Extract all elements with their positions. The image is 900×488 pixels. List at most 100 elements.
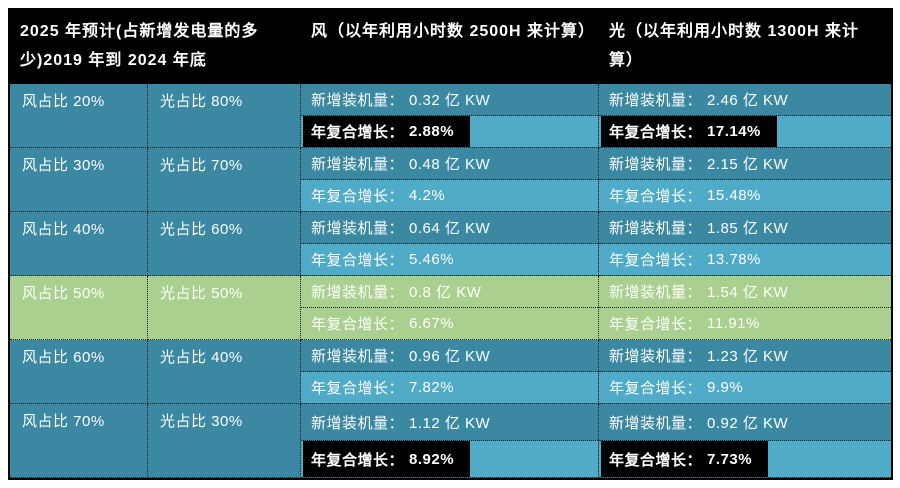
forecast-table: 2025 年预计(占新增发电量的多少)2019 年到 2024 年底 风（以年利…	[8, 8, 893, 480]
cagr-label: 年复合增长：	[609, 188, 703, 205]
cagr-label: 年复合增长：	[609, 124, 703, 141]
solar-capacity-row: 新增装机量： 1.85 亿 KW	[599, 212, 891, 244]
cagr-label: 年复合增长：	[311, 380, 405, 397]
capacity-label: 新增装机量：	[311, 284, 405, 301]
cagr-label: 年复合增长：	[609, 380, 703, 397]
wind-capacity-row: 新增装机量： 1.12 亿 KW	[301, 404, 598, 441]
solar-cagr-value: 15.48%	[707, 187, 761, 204]
wind-cagr-row: 年复合增长： 8.92%	[301, 441, 598, 477]
wind-share-cell: 风占比 70%	[10, 404, 148, 478]
wind-share-cell: 风占比 60%	[10, 340, 148, 404]
wind-cagr-value: 2.88%	[409, 123, 455, 140]
wind-cagr-row: 年复合增长： 4.2%	[301, 180, 598, 211]
solar-cagr-row: 年复合增长： 13.78%	[599, 244, 891, 275]
capacity-label: 新增装机量：	[311, 156, 405, 173]
solar-cagr-value: 11.91%	[707, 315, 760, 332]
cagr-label: 年复合增长：	[311, 316, 405, 333]
capacity-label: 新增装机量：	[311, 220, 405, 237]
solar-capacity-value: 1.85 亿 KW	[707, 220, 789, 237]
capacity-label: 新增装机量：	[609, 348, 703, 365]
header-scenario: 2025 年预计(占新增发电量的多少)2019 年到 2024 年底	[10, 10, 301, 84]
solar-capacity-value: 2.46 亿 KW	[707, 92, 789, 109]
wind-cagr-value: 4.2%	[409, 187, 446, 204]
wind-data-cell: 新增装机量： 0.48 亿 KW 年复合增长： 4.2%	[301, 148, 599, 212]
capacity-label: 新增装机量：	[311, 92, 405, 109]
cagr-label: 年复合增长：	[311, 451, 405, 469]
cagr-label: 年复合增长：	[311, 188, 405, 205]
solar-capacity-row: 新增装机量： 2.15 亿 KW	[599, 148, 891, 180]
wind-data-cell: 新增装机量： 0.32 亿 KW 年复合增长： 2.88%	[301, 84, 599, 148]
capacity-label: 新增装机量：	[609, 220, 703, 237]
wind-capacity-value: 0.8 亿 KW	[409, 284, 482, 301]
solar-data-cell: 新增装机量： 2.46 亿 KW 年复合增长： 17.14%	[599, 84, 891, 148]
solar-share-cell: 光占比 70%	[148, 148, 301, 212]
wind-cagr-value: 6.67%	[409, 315, 455, 332]
solar-capacity-value: 0.92 亿 KW	[707, 414, 789, 432]
solar-cagr-row: 年复合增长： 17.14%	[599, 116, 891, 147]
cagr-label: 年复合增长：	[609, 451, 703, 469]
solar-capacity-value: 1.54 亿 KW	[707, 284, 789, 301]
solar-data-cell: 新增装机量： 1.23 亿 KW 年复合增长： 9.9%	[599, 340, 891, 404]
solar-data-cell: 新增装机量： 1.85 亿 KW 年复合增长： 13.78%	[599, 212, 891, 276]
wind-share-cell: 风占比 20%	[10, 84, 148, 148]
wind-capacity-row: 新增装机量： 0.64 亿 KW	[301, 212, 598, 244]
wind-cagr-row: 年复合增长： 2.88%	[301, 116, 598, 147]
solar-share-cell: 光占比 60%	[148, 212, 301, 276]
solar-share-cell: 光占比 30%	[148, 404, 301, 478]
solar-capacity-row: 新增装机量： 0.92 亿 KW	[599, 404, 891, 441]
solar-capacity-value: 1.23 亿 KW	[707, 348, 789, 365]
cagr-label: 年复合增长：	[311, 252, 405, 269]
wind-capacity-value: 0.96 亿 KW	[409, 348, 491, 365]
capacity-label: 新增装机量：	[311, 414, 405, 432]
solar-capacity-value: 2.15 亿 KW	[707, 156, 789, 173]
solar-cagr-value: 7.73%	[707, 450, 753, 468]
solar-data-cell: 新增装机量： 2.15 亿 KW 年复合增长： 15.48%	[599, 148, 891, 212]
wind-capacity-value: 0.64 亿 KW	[409, 220, 491, 237]
wind-cagr-row: 年复合增长： 6.67%	[301, 308, 598, 339]
solar-share-cell: 光占比 50%	[148, 276, 301, 340]
solar-cagr-value: 17.14%	[707, 123, 761, 140]
solar-capacity-row: 新增装机量： 2.46 亿 KW	[599, 84, 891, 116]
wind-cagr-value: 7.82%	[409, 379, 455, 396]
wind-data-cell: 新增装机量： 0.64 亿 KW 年复合增长： 5.46%	[301, 212, 599, 276]
wind-cagr-row: 年复合增长： 5.46%	[301, 244, 598, 275]
solar-cagr-row: 年复合增长： 15.48%	[599, 180, 891, 211]
cagr-label: 年复合增长：	[311, 124, 405, 141]
wind-share-cell: 风占比 30%	[10, 148, 148, 212]
capacity-label: 新增装机量：	[609, 92, 703, 109]
wind-capacity-value: 1.12 亿 KW	[409, 414, 491, 432]
wind-capacity-row: 新增装机量： 0.8 亿 KW	[301, 276, 598, 308]
solar-data-cell: 新增装机量： 1.54 亿 KW 年复合增长： 11.91%	[599, 276, 891, 340]
solar-cagr-row: 年复合增长： 11.91%	[599, 308, 891, 339]
capacity-label: 新增装机量：	[609, 284, 703, 301]
wind-capacity-value: 0.32 亿 KW	[409, 92, 491, 109]
solar-capacity-row: 新增装机量： 1.23 亿 KW	[599, 340, 891, 372]
wind-data-cell: 新增装机量： 1.12 亿 KW 年复合增长： 8.92%	[301, 404, 599, 478]
wind-data-cell: 新增装机量： 0.96 亿 KW 年复合增长： 7.82%	[301, 340, 599, 404]
solar-cagr-value: 13.78%	[707, 251, 761, 268]
wind-cagr-value: 5.46%	[409, 251, 455, 268]
cagr-label: 年复合增长：	[609, 316, 703, 333]
solar-cagr-row: 年复合增长： 9.9%	[599, 372, 891, 403]
solar-cagr-value: 9.9%	[707, 379, 744, 396]
solar-capacity-row: 新增装机量： 1.54 亿 KW	[599, 276, 891, 308]
header-wind: 风（以年利用小时数 2500H 来计算）	[301, 10, 599, 84]
wind-data-cell: 新增装机量： 0.8 亿 KW 年复合增长： 6.67%	[301, 276, 599, 340]
wind-capacity-value: 0.48 亿 KW	[409, 156, 491, 173]
wind-share-cell: 风占比 40%	[10, 212, 148, 276]
wind-cagr-row: 年复合增长： 7.82%	[301, 372, 598, 403]
cagr-label: 年复合增长：	[609, 252, 703, 269]
wind-capacity-row: 新增装机量： 0.32 亿 KW	[301, 84, 598, 116]
capacity-label: 新增装机量：	[609, 156, 703, 173]
wind-share-cell: 风占比 50%	[10, 276, 148, 340]
solar-data-cell: 新增装机量： 0.92 亿 KW 年复合增长： 7.73%	[599, 404, 891, 478]
wind-capacity-row: 新增装机量： 0.48 亿 KW	[301, 148, 598, 180]
wind-cagr-value: 8.92%	[409, 450, 455, 468]
capacity-label: 新增装机量：	[609, 414, 703, 432]
solar-share-cell: 光占比 40%	[148, 340, 301, 404]
capacity-label: 新增装机量：	[311, 348, 405, 365]
header-solar: 光（以年利用小时数 1300H 来计算）	[599, 10, 891, 84]
wind-capacity-row: 新增装机量： 0.96 亿 KW	[301, 340, 598, 372]
solar-cagr-row: 年复合增长： 7.73%	[599, 441, 891, 477]
solar-share-cell: 光占比 80%	[148, 84, 301, 148]
